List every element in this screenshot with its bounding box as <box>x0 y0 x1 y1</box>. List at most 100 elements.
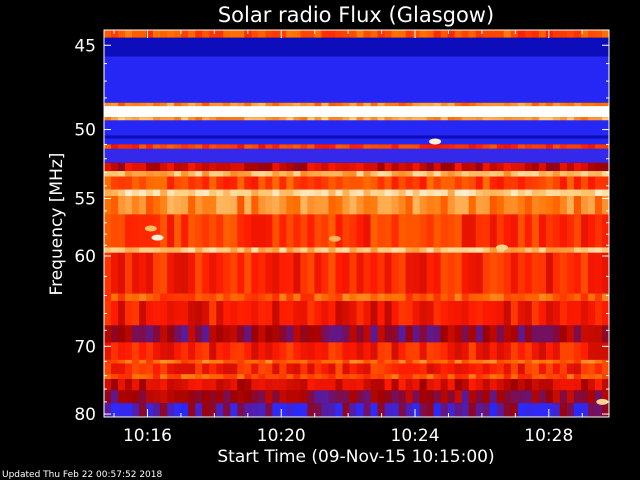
band-16-cell-28 <box>300 214 308 248</box>
band-18-cell-51 <box>461 252 470 294</box>
band-13-cell-71 <box>601 176 610 190</box>
band-27-cell-19 <box>237 390 245 404</box>
band-13-cell-19 <box>237 176 245 190</box>
band-25-cell-23 <box>265 374 273 380</box>
band-24-cell-8 <box>160 363 168 375</box>
band-24-cell-63 <box>545 363 554 375</box>
band-22-cell-53 <box>475 342 484 360</box>
band-20-cell-11 <box>181 301 189 326</box>
band-3-cell-68 <box>580 102 589 107</box>
band-15-cell-39 <box>377 196 385 215</box>
band-17-cell-59 <box>517 247 526 253</box>
band-18-cell-42 <box>398 252 406 294</box>
band-22-cell-3 <box>125 342 133 360</box>
band-16-cell-65 <box>559 214 568 248</box>
band-12-cell-0 <box>104 171 112 177</box>
band-26-cell-42 <box>398 379 406 391</box>
band-22-cell-43 <box>405 342 413 360</box>
band-18-cell-10 <box>174 252 182 294</box>
band-22-cell-5 <box>139 342 147 360</box>
band-24-cell-47 <box>433 363 441 375</box>
band-27-cell-26 <box>286 390 294 404</box>
band-26-cell-32 <box>328 379 336 391</box>
band-3-cell-43 <box>405 102 413 107</box>
band-26-cell-58 <box>510 379 519 391</box>
band-26-cell-27 <box>293 379 301 391</box>
band-5-cell-16 <box>216 117 224 121</box>
band-24-cell-35 <box>349 363 357 375</box>
band-16-cell-2 <box>118 214 126 248</box>
band-25-cell-69 <box>587 374 596 380</box>
band-20-cell-57 <box>503 301 512 326</box>
band-18-cell-43 <box>405 252 413 294</box>
band-15-cell-14 <box>202 196 210 215</box>
band-15-cell-65 <box>559 196 568 215</box>
band-17-cell-50 <box>454 247 462 253</box>
band-14-cell-27 <box>293 189 301 196</box>
band-12-cell-28 <box>300 171 308 177</box>
band-12-cell-5 <box>139 171 147 177</box>
band-23-cell-42 <box>398 359 406 364</box>
band-26-cell-10 <box>174 379 182 391</box>
band-21-cell-56 <box>496 325 505 343</box>
band-15-cell-9 <box>167 196 175 215</box>
band-13-cell-43 <box>405 176 413 190</box>
band-23-cell-26 <box>286 359 294 364</box>
band-15-cell-24 <box>272 196 280 215</box>
band-15-cell-46 <box>426 196 434 215</box>
band-21-cell-7 <box>153 325 161 343</box>
band-25-cell-18 <box>230 374 238 380</box>
band-26-cell-43 <box>405 379 413 391</box>
band-20-cell-18 <box>230 301 238 326</box>
band-20-cell-68 <box>580 301 589 326</box>
frequency-band-1 <box>104 37 609 57</box>
band-12-cell-6 <box>146 171 154 177</box>
band-13-cell-31 <box>321 176 329 190</box>
band-18-cell-2 <box>118 252 126 294</box>
band-28-cell-17 <box>223 403 231 417</box>
band-13-cell-54 <box>482 176 491 190</box>
band-3-cell-6 <box>146 102 154 107</box>
band-19-cell-6 <box>146 293 154 302</box>
band-12-cell-20 <box>244 171 252 177</box>
band-28-cell-24 <box>272 403 280 417</box>
band-27-cell-6 <box>146 390 154 404</box>
band-15-cell-32 <box>328 196 336 215</box>
band-3-cell-29 <box>307 102 315 107</box>
band-19-cell-39 <box>377 293 385 302</box>
band-16-cell-26 <box>286 214 294 248</box>
band-17-cell-65 <box>559 247 568 253</box>
band-15-cell-54 <box>482 196 491 215</box>
band-3-cell-11 <box>181 102 189 107</box>
band-3-cell-15 <box>209 102 217 107</box>
band-20-cell-4 <box>132 301 140 326</box>
band-19-cell-25 <box>279 293 287 302</box>
band-22-cell-66 <box>566 342 575 360</box>
band-20-cell-6 <box>146 301 154 326</box>
band-21-cell-47 <box>433 325 441 343</box>
band-20-cell-67 <box>573 301 582 326</box>
band-9-cell-13 <box>195 144 203 149</box>
band-13-cell-33 <box>335 176 343 190</box>
band-0-cell-48 <box>440 30 448 38</box>
band-19-cell-7 <box>153 293 161 302</box>
band-11-cell-61 <box>531 162 540 172</box>
band-20-cell-55 <box>489 301 498 326</box>
band-23-cell-15 <box>209 359 217 364</box>
band-21-cell-68 <box>580 325 589 343</box>
band-28-cell-33 <box>335 403 343 417</box>
band-9-cell-70 <box>594 144 603 149</box>
band-25-cell-54 <box>482 374 491 380</box>
band-27-cell-57 <box>503 390 512 404</box>
band-25-cell-35 <box>349 374 357 380</box>
band-26-cell-60 <box>524 379 533 391</box>
band-23-cell-22 <box>258 359 266 364</box>
band-24-cell-68 <box>580 363 589 375</box>
band-0-cell-13 <box>195 30 203 38</box>
band-17-cell-54 <box>482 247 491 253</box>
band-5-cell-53 <box>475 117 484 121</box>
band-23-cell-18 <box>230 359 238 364</box>
band-24-cell-70 <box>594 363 603 375</box>
band-5-cell-67 <box>573 117 582 121</box>
band-19-cell-20 <box>244 293 252 302</box>
